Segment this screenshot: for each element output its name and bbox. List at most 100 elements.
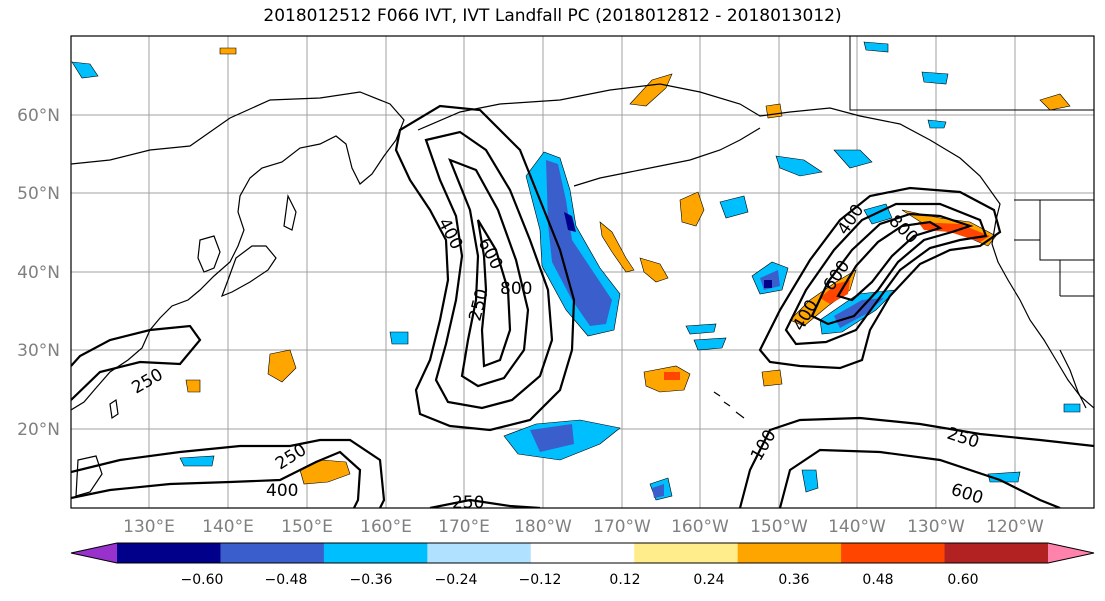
- contour-label-250: 250: [452, 493, 484, 513]
- pc-negative-core-patch: [652, 484, 664, 498]
- pc-negative-patch: [927, 119, 947, 129]
- colorbar-segment: [944, 543, 1049, 563]
- longitude-axis-labels: 130°E 140°E 150°E 160°E 170°E 180°W 170°…: [123, 517, 1044, 537]
- pc-positive-patch: [761, 369, 783, 387]
- colorbar-tick-label: −0.36: [350, 572, 393, 588]
- longitude-label: 130°E: [123, 517, 175, 537]
- na-west-coastline: [991, 219, 1094, 409]
- pc-positive-patch: [765, 103, 783, 119]
- longitude-label: 170°W: [593, 517, 651, 537]
- ivt-contour-250-bottom: [429, 498, 541, 508]
- asia-coastline: [71, 91, 405, 411]
- ivt-contour-400-east: [784, 202, 988, 346]
- pc-negative-patch: [389, 331, 409, 345]
- philippines-coastline: [75, 455, 103, 497]
- ivt-contour-250-south: [71, 438, 386, 508]
- pc-negative-peak-patch: [564, 212, 576, 232]
- latitude-axis-labels: 60°N 50°N 40°N 30°N 20°N: [17, 106, 60, 440]
- pc-positive-patch: [599, 221, 635, 273]
- pc-strong-positive-patch: [664, 372, 680, 380]
- longitude-label: 150°E: [281, 517, 333, 537]
- colorbar: [70, 542, 1095, 564]
- pc-negative-patch: [693, 337, 727, 351]
- colorbar-extend-max: [1048, 543, 1094, 563]
- ivt-contour-100-southeast: [738, 416, 1094, 508]
- canada-alaska-border: [849, 36, 1094, 111]
- ivt-contour-600-east: [810, 212, 974, 326]
- contour-label-400: 400: [266, 481, 298, 501]
- colorbar-tick-label: 0.36: [778, 572, 809, 588]
- ivt-contour-800-east: [836, 220, 943, 302]
- colorbar-tick-label: −0.48: [265, 572, 308, 588]
- pc-positive-patch: [185, 379, 201, 393]
- colorbar-segment: [737, 543, 842, 563]
- pc-positive-patch: [1039, 93, 1071, 111]
- pc-positive-patch: [629, 73, 673, 107]
- longitude-label: 130°W: [907, 517, 965, 537]
- ivt-contour-250-southwest: [71, 324, 202, 401]
- colorbar-segment: [323, 543, 428, 563]
- longitude-label: 160°W: [671, 517, 729, 537]
- ivt-contour-400-west: [424, 130, 554, 410]
- colorbar-segment: [841, 543, 946, 563]
- pc-negative-patch: [921, 71, 949, 85]
- longitude-label: 180°W: [514, 517, 572, 537]
- colorbar-tick-label: −0.12: [519, 572, 562, 588]
- political-boundaries: [849, 36, 1094, 297]
- pc-negative-core-patch: [834, 298, 884, 328]
- colorbar-extend-min: [71, 543, 117, 563]
- colorbar-tick-labels: −0.60 −0.48 −0.36 −0.24 −0.12 0.12 0.24 …: [181, 572, 979, 588]
- contour-label-800: 800: [500, 279, 532, 299]
- graticule: [71, 36, 1094, 508]
- longitude-label: 140°W: [828, 517, 886, 537]
- ivt-contour-250-west: [394, 104, 576, 432]
- pc-positive-patch: [679, 191, 705, 227]
- ivt-contours: [71, 104, 1094, 508]
- colorbar-segment: [220, 543, 325, 563]
- pc-negative-peak-patch: [764, 280, 772, 288]
- colorbar-outline: [70, 542, 1095, 564]
- colorbar-segment: [117, 543, 221, 563]
- latitude-label: 30°N: [17, 341, 60, 361]
- pc-negative-patch: [719, 195, 749, 219]
- pc-negative-patch: [685, 323, 717, 335]
- pc-negative-core-patch: [530, 424, 574, 452]
- pc-negative-peak-shading: [564, 212, 772, 288]
- colorbar-tick-label: 0.48: [862, 572, 893, 588]
- aleutian-chain: [573, 127, 761, 187]
- longitude-label: 120°W: [986, 517, 1044, 537]
- pc-strong-positive-patch: [820, 280, 850, 304]
- coastlines: [71, 83, 1094, 497]
- pc-negative-patch: [71, 61, 99, 79]
- colorbar-segment: [634, 543, 739, 563]
- pc-negative-patch: [1063, 403, 1081, 413]
- pc-negative-patch: [775, 155, 823, 177]
- baja-coastline: [1059, 349, 1087, 409]
- colorbar-segment: [530, 543, 635, 563]
- pc-negative-patch: [863, 41, 889, 53]
- colorbar-tick-label: 0.24: [693, 572, 724, 588]
- map-frame: [70, 35, 1095, 509]
- colorbar-tick-label: −0.60: [181, 572, 224, 588]
- korea-coastline: [197, 235, 221, 273]
- latitude-label: 60°N: [17, 106, 60, 126]
- colorbar-tick-label: 0.60: [947, 572, 978, 588]
- pc-negative-patch: [833, 149, 873, 169]
- ivt-contour-800-west: [476, 219, 512, 368]
- ivt-contour-250-east: [758, 186, 1002, 370]
- pc-negative-patch: [179, 455, 215, 467]
- ivt-contour-400-south: [71, 450, 362, 508]
- pc-negative-core-patch: [546, 160, 612, 326]
- pc-positive-patch: [639, 257, 669, 283]
- latitude-label: 40°N: [17, 263, 60, 283]
- longitude-label: 140°E: [202, 517, 254, 537]
- alaska-coastline: [417, 83, 1001, 221]
- longitude-label: 160°E: [360, 517, 412, 537]
- longitude-label: 150°W: [750, 517, 808, 537]
- colorbar-tick-label: −0.24: [435, 572, 478, 588]
- colorbar-tick-label: 0.12: [609, 572, 640, 588]
- hawaii-islands: [713, 391, 745, 419]
- taiwan-coastline: [109, 398, 119, 420]
